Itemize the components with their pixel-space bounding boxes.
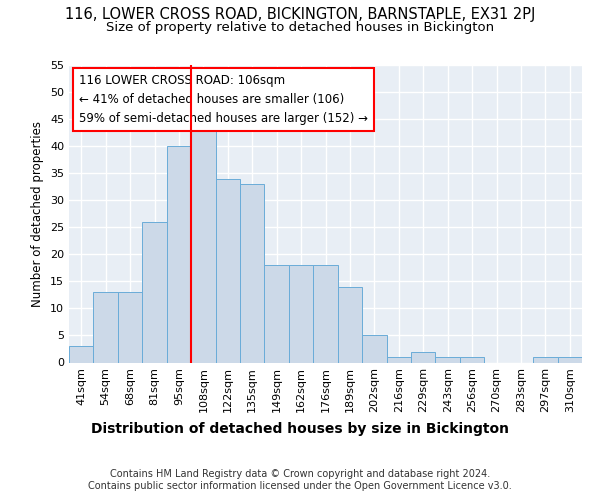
Text: Contains HM Land Registry data © Crown copyright and database right 2024.: Contains HM Land Registry data © Crown c… (110, 469, 490, 479)
Text: Contains public sector information licensed under the Open Government Licence v3: Contains public sector information licen… (88, 481, 512, 491)
Text: 116, LOWER CROSS ROAD, BICKINGTON, BARNSTAPLE, EX31 2PJ: 116, LOWER CROSS ROAD, BICKINGTON, BARNS… (65, 8, 535, 22)
Y-axis label: Number of detached properties: Number of detached properties (31, 120, 44, 306)
Text: 116 LOWER CROSS ROAD: 106sqm
← 41% of detached houses are smaller (106)
59% of s: 116 LOWER CROSS ROAD: 106sqm ← 41% of de… (79, 74, 368, 125)
Bar (265, 265, 289, 362)
Bar (386, 357, 411, 362)
Bar (142, 222, 167, 362)
Bar (362, 336, 386, 362)
Bar (167, 146, 191, 362)
Bar (118, 292, 142, 362)
Bar (94, 292, 118, 362)
Bar (191, 119, 215, 362)
Bar (411, 352, 436, 362)
Text: Distribution of detached houses by size in Bickington: Distribution of detached houses by size … (91, 422, 509, 436)
Bar (436, 357, 460, 362)
Bar (338, 287, 362, 362)
Text: Size of property relative to detached houses in Bickington: Size of property relative to detached ho… (106, 21, 494, 34)
Bar (313, 265, 338, 362)
Bar (240, 184, 265, 362)
Bar (460, 357, 484, 362)
Bar (557, 357, 582, 362)
Bar (289, 265, 313, 362)
Bar (69, 346, 94, 362)
Bar (533, 357, 557, 362)
Bar (215, 178, 240, 362)
